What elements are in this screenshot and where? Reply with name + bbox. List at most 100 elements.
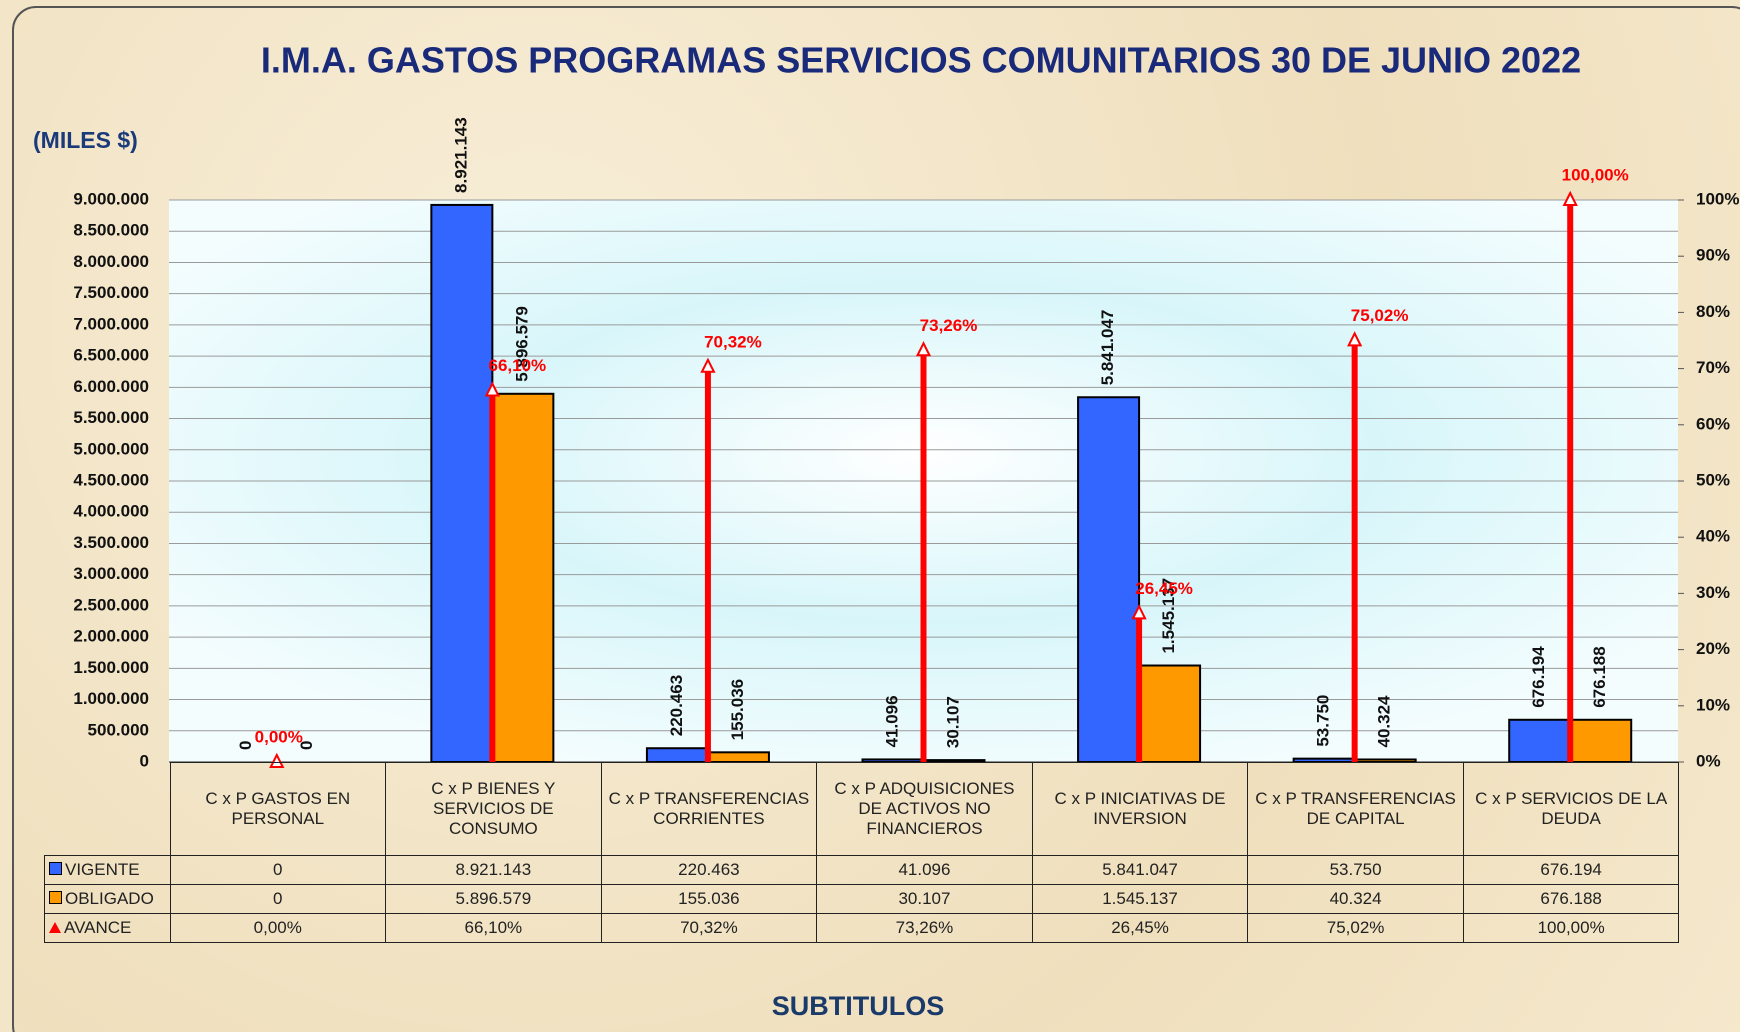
y-tick-label: 2.000.000: [73, 627, 149, 646]
bar: [430, 203, 494, 763]
table-value: 155.036: [600, 884, 818, 914]
category-cell: C x P GASTOS EN PERSONAL: [169, 762, 387, 856]
y2-tick-label: 40%: [1696, 527, 1730, 546]
bar-value-label: 5.841.047: [1098, 310, 1117, 386]
legend-cell: OBLIGADO: [44, 884, 171, 914]
table-value: 0: [169, 884, 387, 914]
bar-value-label: 40.324: [1375, 695, 1394, 748]
category-cell: C x P SERVICIOS DE LA DEUDA: [1462, 762, 1680, 856]
avance-label: 66,10%: [489, 356, 547, 375]
legend-cell: AVANCE: [44, 913, 171, 943]
table-value: 1.545.137: [1031, 884, 1249, 914]
table-value: 5.896.579: [385, 884, 602, 914]
y2-tick-label: 30%: [1696, 583, 1730, 602]
bar-value-label: 8.921.143: [451, 117, 470, 193]
y-tick-label: 0: [140, 751, 149, 770]
blank-cell: [45, 763, 171, 856]
legend-cell: VIGENTE: [44, 855, 171, 885]
y-tick-label: 3.500.000: [73, 533, 149, 552]
y-axis-label: (MILES $): [33, 127, 138, 153]
legend-label: AVANCE: [64, 918, 132, 937]
y-tick-label: 7.500.000: [73, 283, 149, 302]
x-axis-label: SUBTITULOS: [772, 991, 945, 1021]
y-tick-label: 8.500.000: [73, 221, 149, 240]
y-tick-label: 5.000.000: [73, 439, 149, 458]
table-value: 676.194: [1462, 855, 1680, 885]
avance-label: 73,26%: [920, 316, 978, 335]
y-tick-label: 9.000.000: [73, 189, 149, 208]
y2-tick-label: 0%: [1696, 751, 1721, 770]
table-value: 30.107: [816, 884, 1033, 914]
bar-value-label: 53.750: [1314, 695, 1333, 747]
bar-value-label: 0: [236, 741, 255, 750]
category-cell: C x P INICIATIVAS DE INVERSION: [1031, 762, 1249, 856]
legend-key: [49, 891, 62, 904]
y-tick-label: 1.000.000: [73, 689, 149, 708]
bar-value-label: 5.896.579: [512, 306, 531, 382]
y-tick-label: 1.500.000: [73, 658, 149, 677]
legend-label: OBLIGADO: [65, 889, 154, 908]
chart-title: I.M.A. GASTOS PROGRAMAS SERVICIOS COMUNI…: [261, 40, 1581, 81]
y-tick-label: 7.000.000: [73, 314, 149, 333]
table-value: 220.463: [600, 855, 818, 885]
avance-label: 0,00%: [255, 727, 303, 746]
y-tick-label: 4.500.000: [73, 470, 149, 489]
legend-key: [49, 862, 62, 875]
category-cell: C x P ADQUISICIONES DE ACTIVOS NO FINANC…: [816, 762, 1033, 856]
table-value: 41.096: [816, 855, 1033, 885]
table-value: 0: [169, 855, 387, 885]
table-value: 73,26%: [816, 913, 1033, 943]
table-value: 8.921.143: [385, 855, 602, 885]
table-value: 53.750: [1247, 855, 1464, 885]
bar: [645, 747, 709, 764]
y2-tick-label: 50%: [1696, 470, 1730, 489]
table-row: OBLIGADO 0 5.896.579 155.036 30.107 1.545.137…: [44, 884, 1680, 914]
table-value: 26,45%: [1031, 913, 1249, 943]
y2-tick-label: 100%: [1696, 189, 1739, 208]
table-value: 100,00%: [1462, 913, 1680, 943]
table-value: 0,00%: [169, 913, 387, 943]
category-cell: C x P TRANSFERENCIAS DE CAPITAL: [1247, 762, 1464, 856]
bar: [1077, 396, 1141, 763]
y-tick-label: 6.000.000: [73, 377, 149, 396]
y-tick-label: 500.000: [88, 720, 149, 739]
y2-tick-label: 60%: [1696, 414, 1730, 433]
bar: [1138, 664, 1202, 763]
table-value: 70,32%: [600, 913, 818, 943]
avance-label: 26,45%: [1135, 579, 1193, 598]
avance-label: 100,00%: [1562, 165, 1629, 184]
y-tick-label: 5.500.000: [73, 408, 149, 427]
table-row: VIGENTE 0 8.921.143 220.463 41.096 5.841.047 5…: [44, 855, 1680, 885]
data-table: C x P GASTOS EN PERSONAL C x P BIENES Y S…: [44, 762, 1680, 943]
table-value: 40.324: [1247, 884, 1464, 914]
y2-tick-label: 90%: [1696, 246, 1730, 265]
y2-tick-label: 10%: [1696, 695, 1730, 714]
bar-value-label: 676.194: [1529, 646, 1548, 708]
y-tick-label: 6.500.000: [73, 346, 149, 365]
table-value: 676.188: [1462, 884, 1680, 914]
y2-tick-label: 70%: [1696, 358, 1730, 377]
avance-marker: [1131, 604, 1147, 620]
bar-value-label: 220.463: [667, 675, 686, 736]
bar-value-label: 1.545.137: [1159, 578, 1178, 654]
bar-value-label: 0: [297, 741, 316, 750]
avance-marker: [700, 357, 716, 373]
legend-label: VIGENTE: [65, 860, 140, 879]
avance-label: 75,02%: [1351, 306, 1409, 325]
avance-marker: [1562, 190, 1578, 206]
category-cell: C x P TRANSFERENCIAS CORRIENTES: [600, 762, 818, 856]
category-cell: C x P BIENES Y SERVICIOS DE CONSUMO: [385, 762, 602, 856]
avance-marker: [484, 381, 500, 397]
bar-value-label: 41.096: [882, 695, 901, 747]
table-header-row: C x P GASTOS EN PERSONAL C x P BIENES Y S…: [45, 762, 1680, 856]
bar: [706, 751, 770, 763]
y-tick-label: 3.000.000: [73, 564, 149, 583]
table-row: AVANCE 0,00% 66,10% 70,32% 73,26% 26,45% 75,02…: [44, 913, 1680, 943]
avance-label: 70,32%: [704, 332, 762, 351]
bar-value-label: 155.036: [728, 679, 747, 740]
y2-tick-label: 80%: [1696, 302, 1730, 321]
bar: [491, 392, 555, 763]
avance-marker: [915, 341, 932, 357]
